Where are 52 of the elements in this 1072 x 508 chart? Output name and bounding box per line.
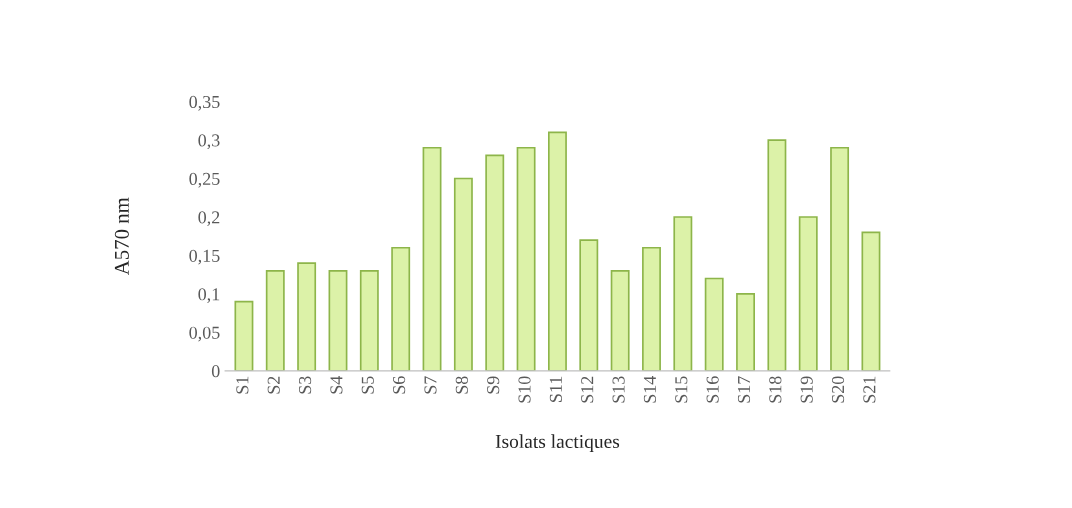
bar: [704, 277, 724, 371]
x-tick-label: S10: [518, 376, 531, 403]
x-tick-label: S19: [800, 376, 813, 403]
bar: [265, 270, 285, 371]
bar: [359, 270, 379, 371]
bar: [516, 146, 536, 371]
x-tick-label: S12: [581, 376, 594, 403]
x-axis-title: Isolats lactiques: [495, 434, 620, 452]
x-tick-label: S7: [424, 376, 437, 394]
y-tick-label: 0: [211, 365, 220, 378]
y-tick-label: 0,05: [189, 326, 220, 342]
bar: [234, 300, 254, 371]
y-tick-label: 0,25: [189, 172, 220, 188]
bar: [861, 231, 881, 371]
y-tick-label: 0,35: [189, 95, 220, 111]
x-tick-label: S16: [706, 376, 719, 403]
bar: [391, 246, 411, 371]
x-tick-label: S5: [361, 376, 374, 394]
bar: [328, 270, 348, 371]
bar: [767, 139, 787, 371]
bar: [673, 216, 693, 371]
y-axis-title: A570 nm: [114, 197, 129, 276]
x-tick-label: S3: [299, 376, 312, 394]
x-tick-label: S21: [863, 376, 876, 403]
x-tick-label: S13: [612, 376, 625, 403]
x-tick-label: S4: [330, 375, 343, 394]
bar: [453, 177, 473, 371]
x-tick-label: S1: [236, 376, 249, 394]
x-tick-label: S17: [737, 376, 751, 403]
bar: [579, 239, 599, 371]
bar: [422, 146, 442, 371]
x-tick-label: S18: [769, 376, 782, 403]
y-tick-label: 0,15: [189, 249, 220, 265]
bar: [297, 262, 317, 371]
x-tick-label: S15: [675, 376, 688, 403]
y-tick-label: 0,3: [198, 134, 220, 150]
bar: [610, 270, 630, 371]
bar: [830, 146, 850, 371]
bar: [485, 154, 505, 371]
x-tick-label: S20: [831, 376, 845, 403]
bar: [798, 216, 818, 371]
x-tick-label: S8: [455, 376, 468, 394]
bar: [547, 131, 567, 371]
x-tick-label: S14: [643, 375, 657, 403]
x-tick-label: S6: [393, 376, 406, 394]
bar: [642, 246, 661, 371]
x-tick-label: S11: [549, 376, 562, 402]
x-tick-label: S9: [487, 376, 500, 394]
y-tick-label: 0,1: [198, 288, 220, 303]
bar: [736, 293, 756, 371]
y-tick-label: 0,2: [198, 211, 220, 227]
x-tick-label: S2: [267, 376, 280, 394]
